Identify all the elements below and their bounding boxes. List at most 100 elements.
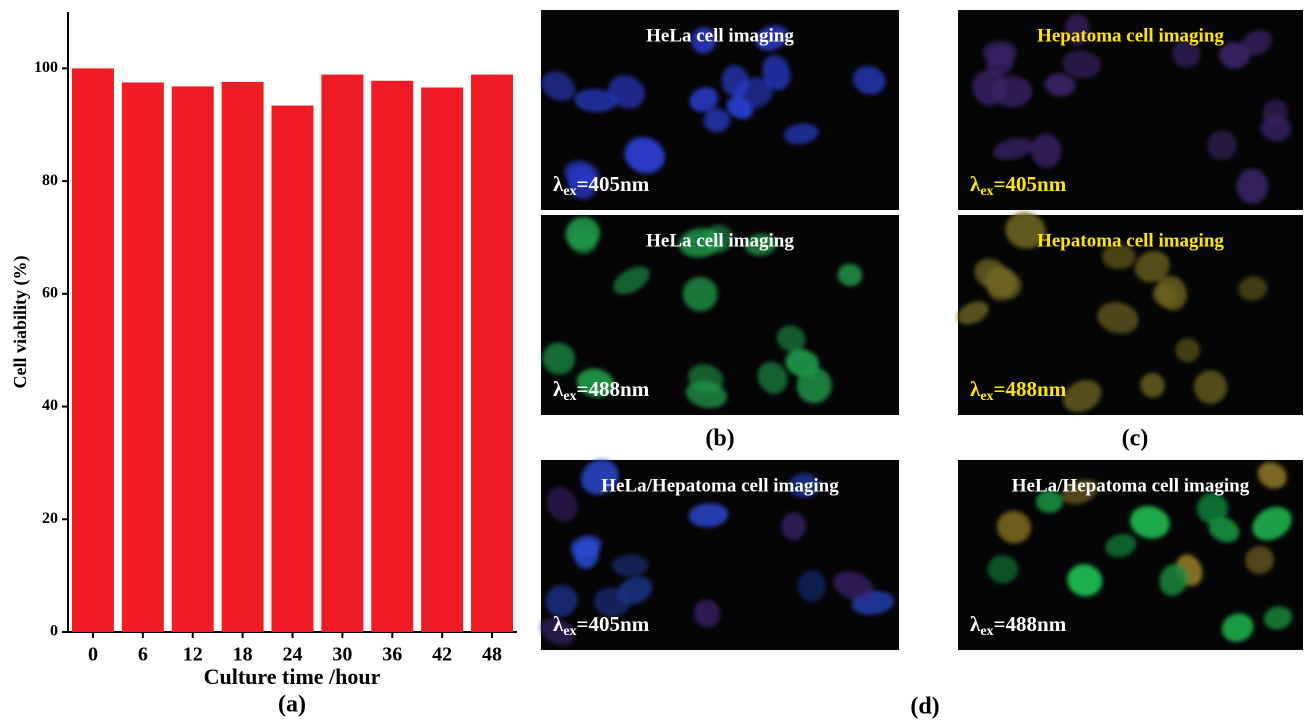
cell — [1236, 168, 1269, 204]
cell — [1238, 276, 1268, 301]
cell — [776, 325, 806, 352]
excitation-label: λex=405nm — [553, 612, 650, 639]
cell — [569, 229, 598, 255]
x-tick-label: 6 — [138, 644, 148, 666]
cell — [545, 585, 578, 617]
excitation-label: λex=488nm — [553, 377, 650, 404]
cell — [542, 342, 576, 375]
wavelength: =405nm — [577, 172, 650, 196]
subscript: ex — [980, 184, 993, 199]
cell — [1252, 506, 1292, 541]
cell — [734, 77, 774, 109]
cell — [1044, 73, 1076, 97]
cell — [688, 503, 729, 528]
cell — [1260, 115, 1292, 142]
image-title: HeLa/Hepatoma cell imaging — [1012, 475, 1250, 496]
x-axis-label: Culture time /hour — [204, 664, 381, 689]
cell — [612, 554, 649, 577]
cells — [957, 212, 1268, 413]
image-title: HeLa cell imaging — [646, 230, 794, 251]
panel-label: (d) — [910, 694, 939, 720]
cell — [992, 137, 1034, 160]
cell — [783, 123, 819, 145]
cell — [1197, 492, 1228, 525]
cell — [755, 25, 789, 51]
symbol: λ — [553, 612, 564, 636]
bar — [121, 82, 164, 633]
cell — [1193, 370, 1228, 405]
bar — [421, 87, 464, 632]
subscript: ex — [563, 624, 576, 639]
panel-label: (a) — [278, 692, 306, 718]
cell — [785, 349, 820, 377]
cell — [757, 361, 788, 394]
cell — [546, 486, 578, 522]
cell — [744, 233, 777, 256]
cell — [580, 459, 619, 495]
y-tick-label: 0 — [50, 623, 58, 640]
cell — [1101, 244, 1136, 270]
excitation-label: λex=488nm — [970, 612, 1067, 639]
x-tick-label: 12 — [183, 644, 203, 666]
y-tick-label: 100 — [34, 59, 58, 76]
cell — [995, 272, 1022, 300]
cell — [540, 618, 575, 646]
cell — [991, 75, 1033, 108]
symbol: λ — [970, 377, 981, 401]
cell — [762, 55, 791, 91]
y-tick-label: 80 — [42, 172, 58, 189]
wavelength: =405nm — [994, 172, 1067, 196]
cell — [957, 301, 989, 325]
wavelength: =405nm — [577, 612, 650, 636]
subscript: ex — [563, 184, 576, 199]
y-tick-label: 60 — [42, 284, 58, 301]
excitation-label: λex=405nm — [553, 172, 650, 199]
cells — [541, 25, 886, 200]
cells — [972, 13, 1292, 204]
excitation-label: λex=488nm — [970, 377, 1067, 404]
excitation-label: λex=405nm — [970, 172, 1067, 199]
wavelength: =488nm — [577, 377, 650, 401]
cell — [1140, 372, 1165, 398]
cell — [576, 368, 614, 398]
cell — [837, 263, 863, 287]
cell — [1156, 275, 1187, 311]
bar — [471, 74, 514, 632]
cell — [567, 165, 597, 200]
cell — [689, 87, 719, 113]
x-tick-label: 24 — [283, 644, 303, 666]
bar — [171, 86, 214, 632]
cell — [1175, 338, 1200, 363]
x-tick-label: 36 — [382, 644, 402, 666]
image-title: Hepatoma cell imaging — [1037, 25, 1224, 46]
bar — [371, 80, 414, 633]
cell — [682, 276, 718, 312]
cell — [833, 571, 874, 600]
cell — [703, 108, 731, 133]
cell — [685, 380, 727, 409]
cell — [1062, 50, 1101, 79]
symbol: λ — [970, 612, 981, 636]
cell — [1130, 505, 1170, 539]
symbol: λ — [553, 172, 564, 196]
x-tick-label: 42 — [432, 644, 452, 666]
cell — [691, 27, 717, 54]
x-tick-label: 48 — [482, 644, 502, 666]
bar — [71, 68, 114, 632]
cell — [853, 65, 886, 95]
cell — [1134, 250, 1170, 283]
cell — [987, 555, 1019, 584]
bar — [221, 81, 264, 632]
cell — [693, 599, 721, 628]
subscript: ex — [980, 389, 993, 404]
cell — [1257, 462, 1287, 489]
cell — [1221, 613, 1254, 642]
cell — [1063, 380, 1102, 413]
x-tick-label: 30 — [332, 644, 352, 666]
subscript: ex — [980, 624, 993, 639]
image-title: HeLa cell imaging — [646, 25, 794, 46]
y-tick-label: 20 — [42, 510, 58, 527]
x-tick-label: 18 — [233, 644, 253, 666]
x-tick-label: 0 — [88, 644, 98, 666]
cell — [1064, 13, 1090, 46]
